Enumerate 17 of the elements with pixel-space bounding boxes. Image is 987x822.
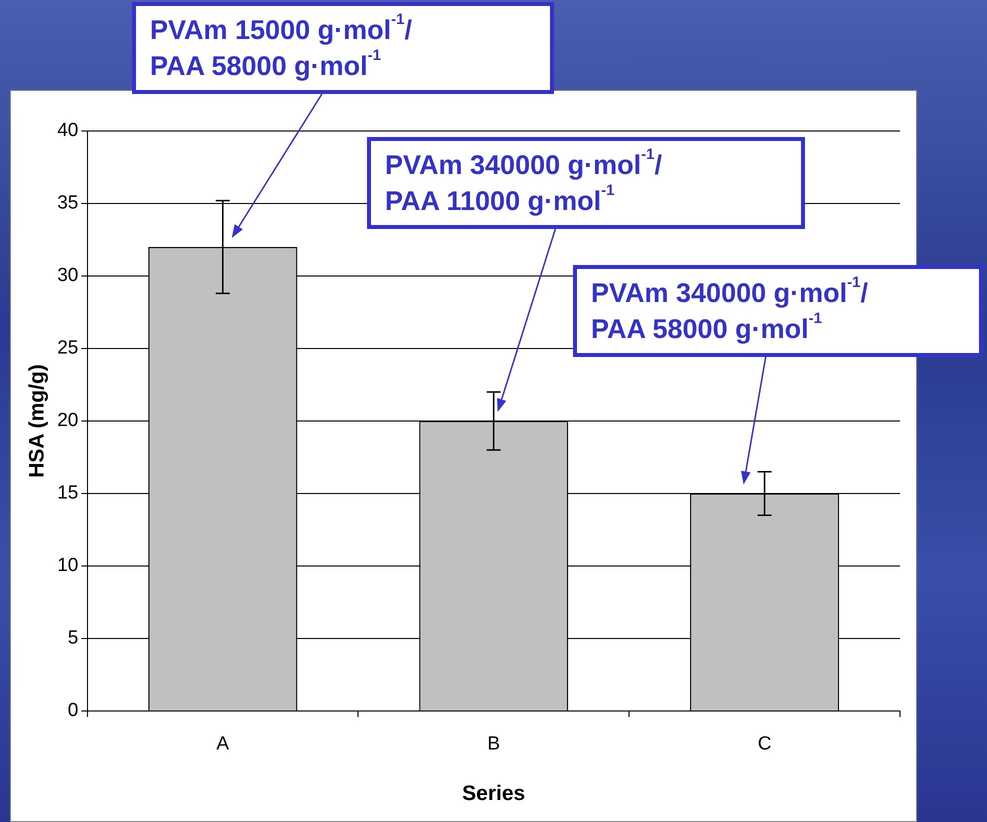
callout-box: PVAm 340000 g·mol$^{-1}$/ PAA 58000 g·mol$^{-1}$ (573, 265, 983, 357)
x-tick-label: C (758, 734, 772, 755)
x-tick-label: A (216, 734, 230, 755)
y-tick-label: 10 (57, 555, 78, 576)
y-tick-label: 15 (57, 482, 78, 504)
y-tick-label: 25 (57, 338, 78, 359)
callout-box: PVAm 340000 g·mol$^{-1}$/ PAA 11000 g·mol$^{-1}$ (367, 137, 805, 229)
y-tick-label: 20 (57, 410, 78, 432)
y-axis-title: HSA (mg/g) (25, 364, 48, 478)
y-tick-label: 30 (57, 265, 78, 286)
y-tick-label: 40 (57, 120, 78, 142)
x-tick-label: B (487, 734, 500, 755)
y-tick-label: 5 (68, 628, 78, 649)
x-axis-title: Series (462, 782, 526, 806)
callout-box: PVAm 15000 g·mol$^{-1}$/ PAA 58000 g·mol$^{-1}$ (132, 2, 554, 94)
y-tick-label: 0 (68, 700, 78, 722)
y-tick-label: 35 (57, 192, 78, 214)
